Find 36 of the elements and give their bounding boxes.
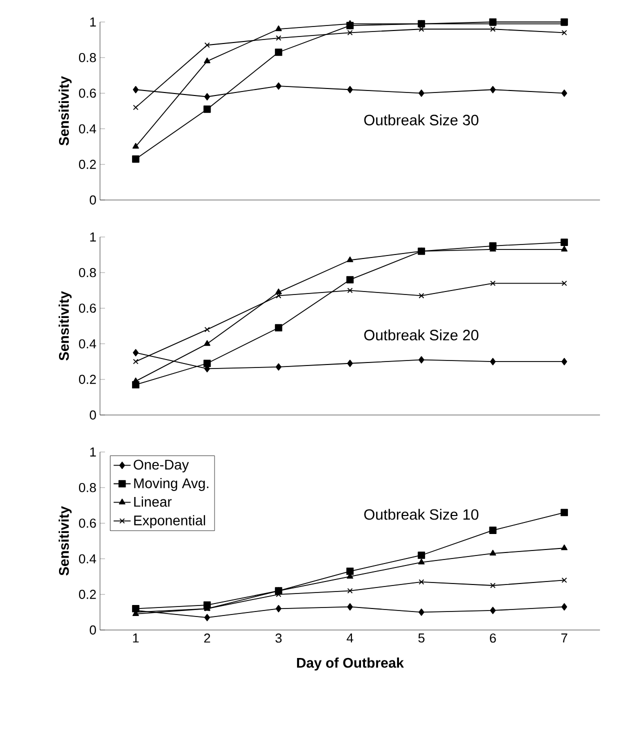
x-axis-title: Day of Outbreak — [297, 658, 404, 671]
legend-label: Linear — [134, 496, 172, 507]
y-axis-title: Sensitivity — [58, 291, 72, 360]
annotation: Outbreak Size 30 — [364, 114, 478, 126]
y-tick-label: 0 — [90, 410, 96, 420]
x-tick-label: 3 — [275, 634, 282, 643]
legend-label: Exponential — [134, 515, 206, 528]
y-tick-label: 0.6 — [78, 88, 96, 98]
annotation: Outbreak Size 10 — [364, 508, 478, 520]
y-tick-label: 0.8 — [78, 53, 96, 62]
y-tick-label: 0.6 — [78, 304, 96, 313]
x-tick-label: 5 — [418, 634, 424, 643]
y-tick-label: 1 — [90, 18, 96, 26]
y-tick-label: 0.8 — [78, 483, 96, 492]
legend-label: Moving Avg. — [134, 478, 208, 491]
y-tick-label: 0.6 — [78, 518, 96, 528]
y-tick-label: 0.2 — [78, 160, 96, 169]
y-tick-label: 0.8 — [78, 268, 96, 278]
y-tick-label: 0.4 — [78, 339, 96, 348]
y-tick-label: 1 — [90, 232, 96, 242]
x-tick-label: 4 — [346, 634, 354, 642]
y-axis-title: Sensitivity — [58, 76, 72, 146]
x-tick-label: 7 — [561, 634, 568, 642]
x-tick-label: 2 — [204, 634, 210, 643]
annotation: Outbreak Size 20 — [364, 329, 478, 340]
y-tick-label: 0.4 — [78, 124, 96, 134]
y-tick-label: 0.2 — [78, 590, 96, 599]
y-tick-label: 0 — [90, 625, 96, 635]
y-tick-label: 0.2 — [78, 374, 96, 384]
y-tick-label: 0.4 — [78, 554, 96, 564]
x-tick-label: 6 — [490, 634, 496, 643]
y-tick-label: 0 — [90, 195, 96, 205]
x-tick-label: 1 — [133, 634, 139, 642]
legend-label: One-Day — [134, 460, 189, 472]
y-axis-title: Sensitivity — [58, 506, 72, 576]
y-tick-label: 1 — [90, 448, 96, 456]
